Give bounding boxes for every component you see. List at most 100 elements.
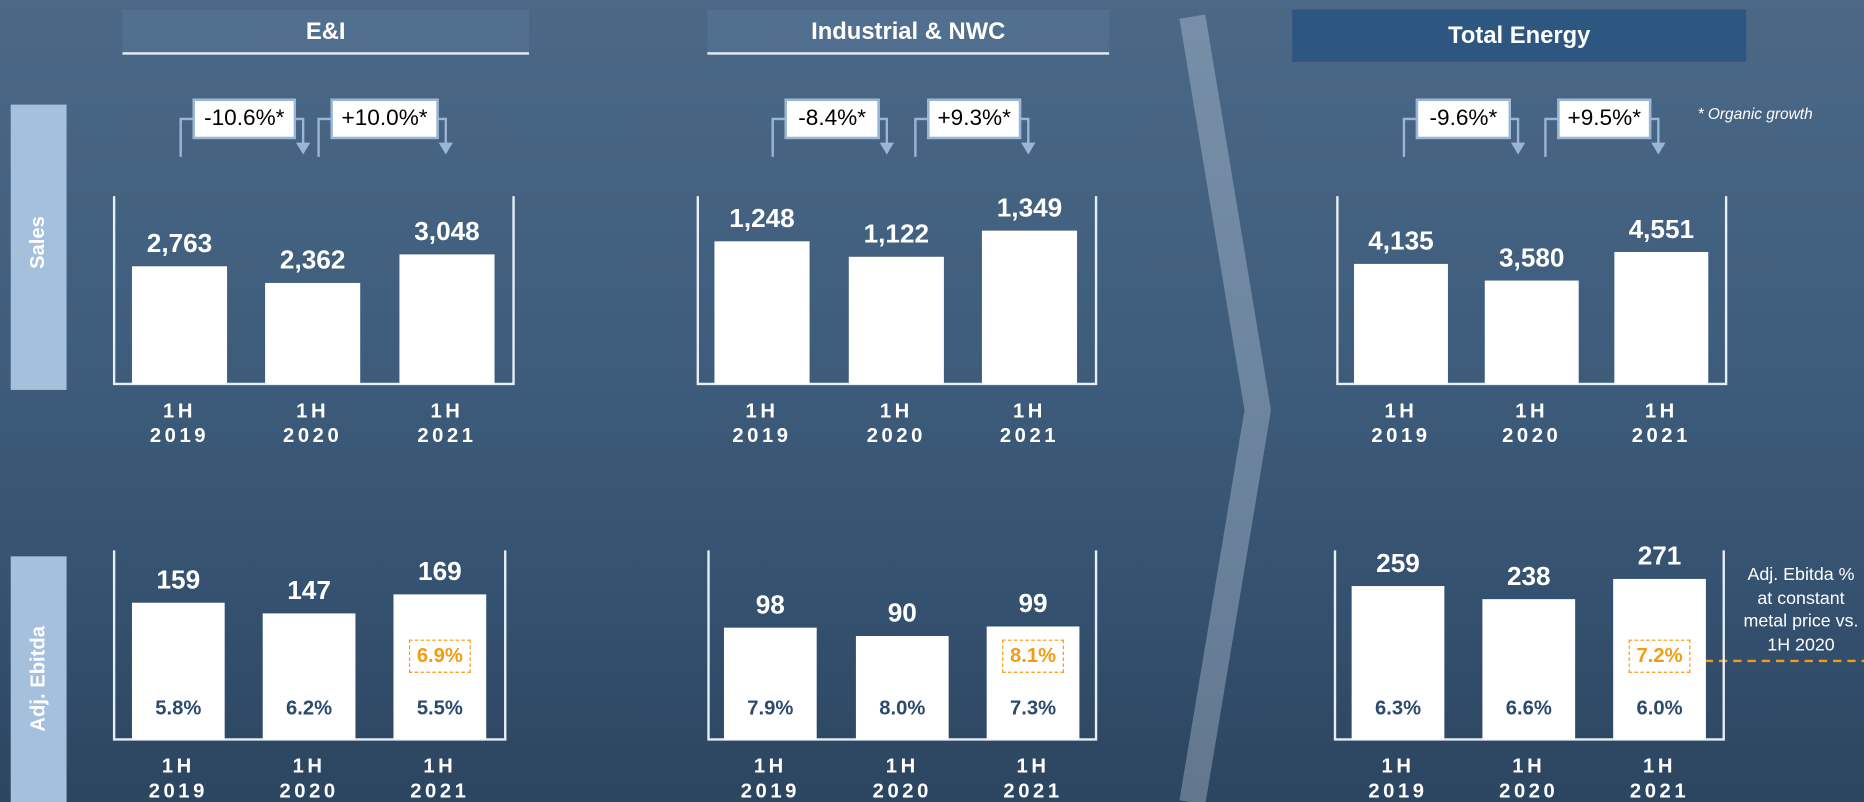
growth-label: -8.4%* (784, 98, 880, 140)
category-label: 1H 2019 (149, 399, 210, 447)
bar (723, 627, 817, 740)
chart-frame (1336, 196, 1728, 386)
margin-label: 6.2% (286, 696, 333, 720)
chart-frame (1333, 550, 1725, 741)
value-label: 169 (418, 556, 462, 586)
margin-label: 7.3% (1010, 696, 1057, 720)
growth-label: +9.5%* (1557, 98, 1652, 140)
header-band (707, 9, 1110, 53)
chart-frame (707, 550, 1098, 741)
chart-frame (112, 196, 515, 386)
growth-arrow (296, 142, 311, 155)
category-label: 1H 2020 (866, 399, 926, 447)
growth-bracket (914, 117, 1030, 157)
growth-arrow (1651, 142, 1666, 155)
growth-bracket (771, 117, 889, 157)
growth-label: -9.6%* (1415, 98, 1511, 140)
value-label: 271 (1637, 541, 1682, 572)
category-label: 1H 2019 (740, 754, 800, 802)
bar (848, 256, 944, 384)
category-label: 1H 2020 (1502, 399, 1562, 447)
value-label: 2,763 (146, 227, 213, 258)
value-label: 3,580 (1499, 242, 1565, 273)
growth-label: +9.3%* (927, 98, 1022, 140)
section-title: Total Energy (1448, 22, 1591, 49)
value-label: 99 (1018, 587, 1048, 618)
bar (399, 253, 495, 384)
chart-frame (696, 196, 1098, 386)
bar (1351, 586, 1445, 740)
header-box (1292, 9, 1747, 62)
growth-bracket (1402, 117, 1520, 157)
value-label: 1,248 (729, 203, 795, 234)
bar (1354, 264, 1448, 384)
value-label: 3,048 (414, 215, 480, 246)
category-label: 1H 2021 (1629, 754, 1690, 802)
header-band (122, 9, 530, 53)
chart-frame (112, 550, 507, 741)
row-label-box (10, 104, 67, 390)
growth-bracket (1544, 117, 1660, 157)
bar (714, 241, 810, 384)
bar (1484, 280, 1579, 384)
growth-label: +10.0%* (330, 98, 439, 140)
value-label: 147 (287, 575, 331, 605)
growth-arrow (1021, 142, 1036, 155)
category-label: 1H 2021 (1003, 754, 1063, 802)
section-title: Industrial & NWC (811, 19, 1006, 46)
row-label: Adj. Ebitda (26, 626, 50, 732)
value-label: 259 (1376, 548, 1420, 579)
value-label: 2,362 (279, 245, 346, 275)
row-label: Sales (26, 216, 49, 269)
adjusted-margin-label: 6.9% (408, 639, 471, 673)
adjusted-margin-label: 8.1% (1002, 639, 1064, 673)
growth-label: -10.6%* (192, 98, 297, 140)
margin-label: 8.0% (879, 696, 926, 720)
category-label: 1H 2021 (999, 399, 1060, 447)
value-label: 98 (755, 589, 785, 619)
category-label: 1H 2020 (279, 754, 339, 802)
margin-label: 6.0% (1636, 696, 1683, 720)
bar (131, 602, 225, 740)
growth-arrow (879, 142, 894, 155)
bar (855, 636, 949, 740)
category-label: 1H 2019 (732, 399, 792, 447)
growth-arrow (1510, 142, 1526, 155)
margin-label: 5.8% (155, 696, 202, 720)
value-label: 90 (887, 598, 917, 628)
growth-arrow (438, 142, 453, 155)
category-label: 1H 2021 (410, 754, 470, 802)
section-title: E&I (305, 19, 346, 46)
bar (262, 613, 356, 740)
value-label: 159 (156, 564, 201, 595)
value-label: 4,551 (1628, 214, 1695, 245)
row-label-box (10, 556, 67, 802)
growth-bracket (317, 117, 447, 157)
category-label: 1H 2021 (417, 399, 477, 447)
bar (981, 230, 1078, 384)
footnote: * Organic growth (1697, 104, 1813, 123)
category-label: 1H 2019 (1368, 754, 1428, 802)
margin-label: 6.3% (1374, 696, 1422, 720)
adjusted-margin-label: 7.2% (1628, 639, 1691, 673)
margin-label: 7.9% (747, 696, 794, 720)
bar (1614, 252, 1709, 384)
category-label: 1H 2019 (148, 754, 208, 802)
category-label: 1H 2021 (1631, 399, 1691, 447)
margin-label: 5.5% (416, 696, 463, 720)
note: Adj. Ebitda % at constant metal price vs… (1743, 564, 1859, 655)
category-label: 1H 2020 (283, 399, 343, 447)
category-label: 1H 2019 (1371, 399, 1431, 447)
bar (131, 266, 228, 384)
bar (265, 283, 361, 384)
value-label: 238 (1506, 560, 1551, 591)
bar (1482, 598, 1576, 740)
growth-bracket (179, 117, 305, 157)
value-label: 1,122 (863, 218, 930, 248)
category-label: 1H 2020 (1499, 754, 1559, 802)
margin-label: 6.6% (1505, 696, 1552, 720)
category-label: 1H 2020 (872, 754, 932, 802)
separator-chevron (1179, 14, 1271, 802)
